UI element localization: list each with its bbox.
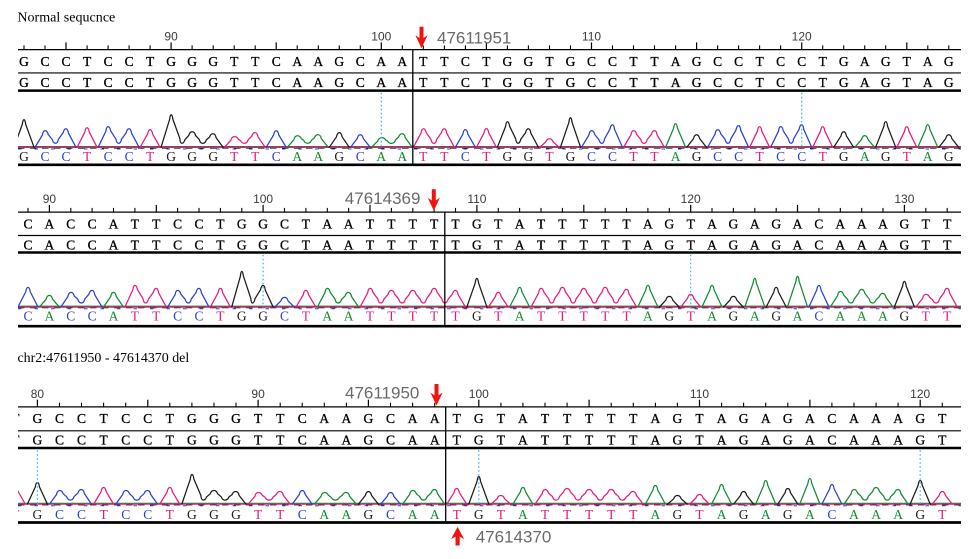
svg-text:110: 110: [582, 30, 601, 44]
svg-text:90: 90: [251, 387, 265, 401]
svg-text:chr2:47611950 - 47614370 del: chr2:47611950 - 47614370 del: [18, 351, 190, 366]
svg-text:110: 110: [467, 192, 486, 206]
svg-text:120: 120: [910, 387, 930, 401]
svg-text:80: 80: [31, 387, 45, 401]
svg-text:47611951: 47611951: [437, 28, 511, 47]
svg-text:90: 90: [43, 192, 57, 206]
svg-text:T: T: [11, 411, 20, 426]
svg-text:120: 120: [681, 192, 701, 206]
svg-text:100: 100: [469, 387, 489, 401]
svg-text:T: T: [11, 432, 20, 447]
svg-text:Normal sequcnce: Normal sequcnce: [17, 9, 115, 25]
svg-text:100: 100: [253, 192, 273, 206]
svg-text:47614369: 47614369: [345, 189, 421, 208]
svg-text:110: 110: [690, 387, 709, 401]
svg-text:120: 120: [792, 30, 812, 44]
svg-text:GCCTCCTGGGTTCAAGCAATTCTGGTGCCT: GCCTCCTGGGTTCAAGCAATTCTGGTGCCTTAGCCTCCTG…: [19, 75, 954, 90]
svg-text:47611950: 47611950: [345, 384, 419, 403]
svg-text:GCCTCCTGGGTTCAAGCAATTCTGGTGCCT: GCCTCCTGGGTTCAAGCAATTCTGGTGCCTTAGCCTCCTG…: [19, 54, 954, 69]
svg-text:100: 100: [371, 30, 391, 44]
svg-text:47614370: 47614370: [476, 527, 552, 546]
svg-text:T: T: [11, 507, 20, 522]
svg-text:130: 130: [894, 192, 914, 206]
svg-text:90: 90: [164, 30, 178, 44]
